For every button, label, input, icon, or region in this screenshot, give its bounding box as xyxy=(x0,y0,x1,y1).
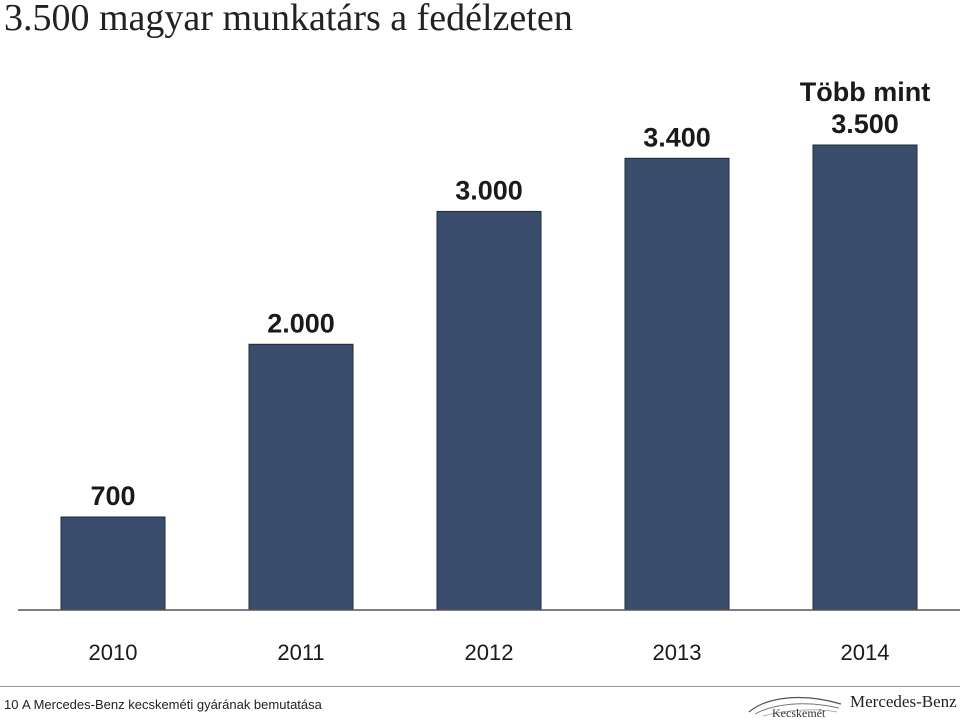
footer-divider xyxy=(0,686,960,687)
data-label-prefix: Több mint xyxy=(800,77,930,107)
bar-2013 xyxy=(624,157,730,611)
bar-2014 xyxy=(812,144,918,611)
x-tick-label-2011: 2011 xyxy=(277,640,324,665)
data-label-2010: 700 xyxy=(90,481,135,511)
data-label-2012: 3.000 xyxy=(455,175,523,205)
data-label-2013: 3.400 xyxy=(643,122,711,152)
slide-title: 3.500 magyar munkatárs a fedélzeten xyxy=(4,0,573,39)
x-tick-label-2012: 2012 xyxy=(465,640,514,665)
brand-subtitle: Kecskemét xyxy=(772,706,826,720)
data-label-2014: 3.500 xyxy=(831,109,899,139)
bar-2012 xyxy=(436,210,542,611)
page-number: 10 xyxy=(4,697,19,712)
bar-2011 xyxy=(248,343,354,611)
bar-2010 xyxy=(60,516,166,611)
data-label-2011: 2.000 xyxy=(267,308,335,338)
x-tick-label-2013: 2013 xyxy=(653,640,702,665)
kecskemet-car-logo-icon xyxy=(748,697,842,717)
x-tick-label-2010: 2010 xyxy=(89,640,138,665)
x-tick-label-2014: 2014 xyxy=(841,640,890,665)
footer-text: A Mercedes-Benz kecskeméti gyárának bemu… xyxy=(22,697,322,712)
brand-name: Mercedes-Benz xyxy=(850,692,957,711)
